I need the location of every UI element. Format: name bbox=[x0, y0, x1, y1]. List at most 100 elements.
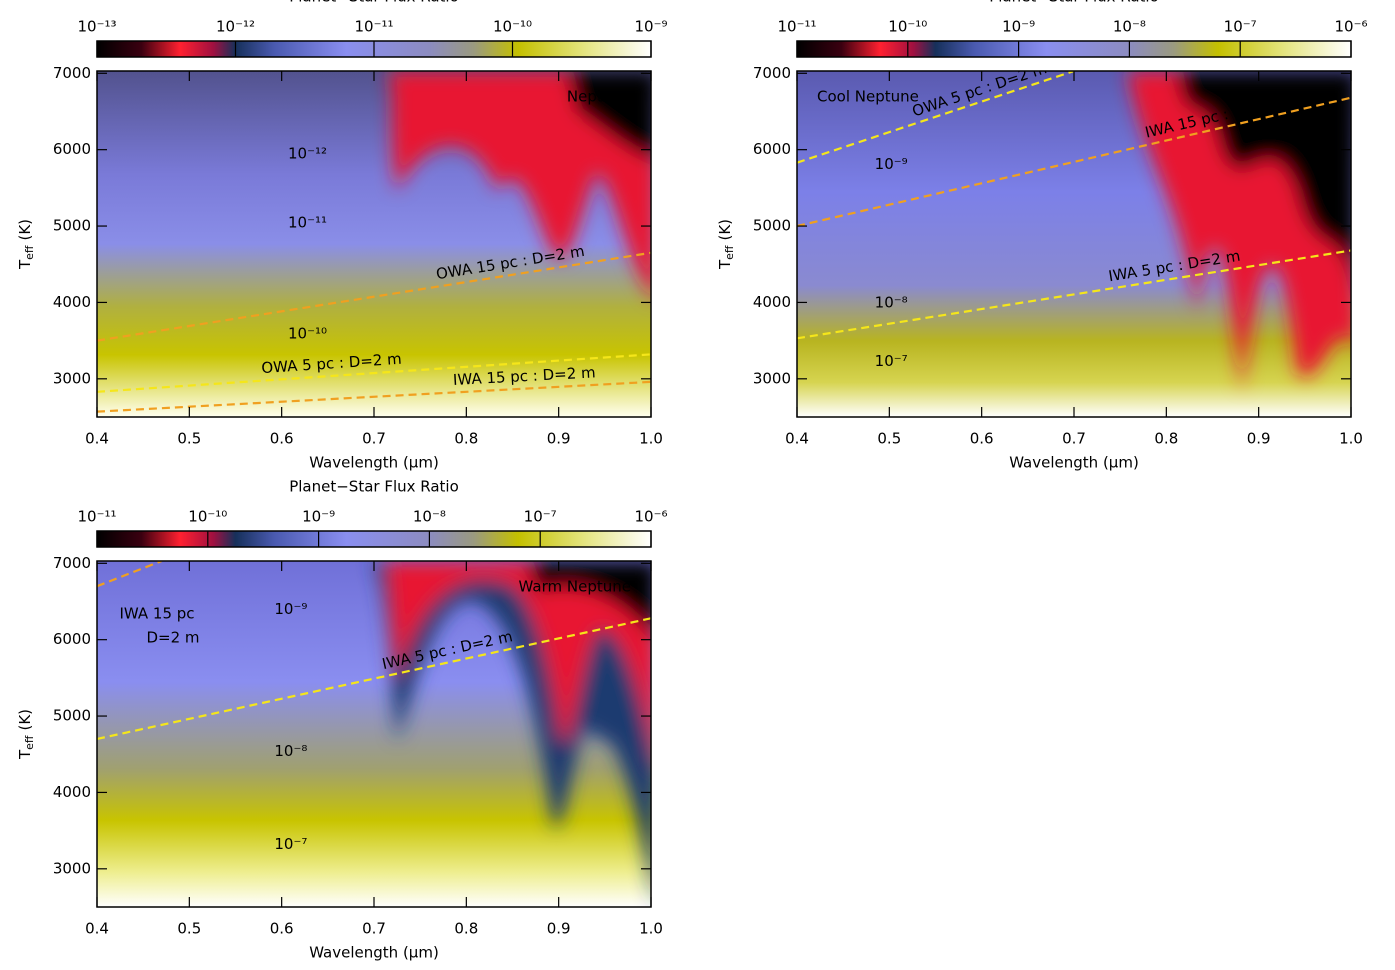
limit-line bbox=[97, 561, 163, 588]
x-tick-label: 1.0 bbox=[639, 430, 663, 448]
x-tick-label: 0.4 bbox=[85, 430, 109, 448]
x-tick-label: 0.9 bbox=[547, 920, 571, 938]
x-tick-label: 0.5 bbox=[177, 920, 201, 938]
x-tick-label: 0.6 bbox=[970, 430, 994, 448]
colorbar-tick-label: 10⁻⁶ bbox=[634, 508, 667, 526]
limit-line bbox=[797, 96, 1351, 228]
heatmap-features bbox=[372, 561, 651, 882]
panel-label: Neptune bbox=[567, 88, 631, 106]
panel: Planet−Star Flux Ratio 10⁻¹³ 10⁻¹² 10⁻¹¹ 10⁻… bbox=[16, 0, 668, 472]
limit-line bbox=[97, 251, 651, 342]
y-tick-label: 6000 bbox=[53, 140, 91, 158]
y-tick-label: 5000 bbox=[53, 707, 91, 725]
x-tick-label: 0.7 bbox=[362, 920, 386, 938]
contour-label: 10⁻⁷ bbox=[875, 352, 908, 370]
y-axis-label: Teff (K) bbox=[716, 219, 737, 270]
colorbar-tick-label: 10⁻¹⁰ bbox=[888, 18, 927, 36]
y-axis-label-unit: (K) bbox=[16, 709, 34, 731]
x-axis-label: Wavelength (μm) bbox=[309, 454, 439, 472]
y-axis-label-main: T bbox=[16, 259, 34, 270]
contour-label: 10⁻¹² bbox=[288, 145, 327, 163]
heatmap-region bbox=[567, 71, 651, 159]
y-axis-label-unit: (K) bbox=[716, 219, 734, 241]
y-tick-label: 6000 bbox=[53, 630, 91, 648]
x-tick-label: 0.8 bbox=[454, 920, 478, 938]
y-tick-label: 6000 bbox=[753, 140, 791, 158]
colorbar-tick-label: 10⁻⁹ bbox=[1002, 18, 1035, 36]
x-tick-label: 0.4 bbox=[785, 430, 809, 448]
y-tick-label: 4000 bbox=[53, 293, 91, 311]
y-axis-label-sub: eff bbox=[23, 735, 36, 750]
x-tick-label: 1.0 bbox=[1339, 430, 1363, 448]
x-tick-label: 0.4 bbox=[85, 920, 109, 938]
limit-line bbox=[97, 353, 651, 393]
x-tick-label: 0.9 bbox=[547, 430, 571, 448]
x-tick-label: 0.8 bbox=[1154, 430, 1178, 448]
colorbar-tick-label: 10⁻¹² bbox=[216, 18, 255, 36]
y-tick-label: 7000 bbox=[53, 554, 91, 572]
colorbar-tick-label: 10⁻¹¹ bbox=[77, 508, 116, 526]
colorbar-tick-label: 10⁻⁹ bbox=[302, 508, 335, 526]
heatmap-features bbox=[387, 71, 651, 294]
limit-line bbox=[797, 71, 1075, 164]
x-tick-label: 0.6 bbox=[270, 920, 294, 938]
colorbar-tick-label: 10⁻⁷ bbox=[524, 508, 557, 526]
colorbar-tick-label: 10⁻⁸ bbox=[413, 508, 446, 526]
y-axis-label-main: T bbox=[716, 259, 734, 270]
heatmap-region bbox=[1177, 71, 1351, 274]
colorbar-tick-label: 10⁻¹⁰ bbox=[188, 508, 227, 526]
colorbar-tick-label: 10⁻¹¹ bbox=[354, 18, 393, 36]
colorbar-title: Planet−Star Flux Ratio bbox=[989, 0, 1159, 6]
y-axis-label: Teff (K) bbox=[16, 219, 37, 270]
y-axis-label-main: T bbox=[16, 749, 34, 760]
limit-line bbox=[797, 249, 1351, 340]
panel-label: Warm Neptune bbox=[519, 578, 631, 596]
limit-line bbox=[97, 617, 651, 741]
line-label: D=2 m bbox=[146, 629, 199, 647]
x-tick-label: 0.7 bbox=[1062, 430, 1086, 448]
plot-area: IWA 15 pcD=2 m IWA 5 pc : D=2 m10⁻⁹10⁻⁸10… bbox=[97, 561, 651, 907]
colorbar-tick-label: 10⁻¹¹ bbox=[777, 18, 816, 36]
colorbar bbox=[96, 530, 652, 548]
contour-label: 10⁻⁸ bbox=[274, 742, 307, 760]
y-tick-label: 3000 bbox=[753, 369, 791, 387]
colorbar-tick-label: 10⁻⁶ bbox=[1334, 18, 1367, 36]
y-axis-label-unit: (K) bbox=[16, 219, 34, 241]
x-tick-label: 0.5 bbox=[177, 430, 201, 448]
contour-label: 10⁻⁹ bbox=[274, 600, 307, 618]
x-axis-label: Wavelength (μm) bbox=[309, 944, 439, 962]
x-tick-label: 0.7 bbox=[362, 430, 386, 448]
colorbar-tick-label: 10⁻¹⁰ bbox=[493, 18, 532, 36]
contour-label: 10⁻¹¹ bbox=[288, 214, 327, 232]
y-axis-label: Teff (K) bbox=[16, 709, 37, 760]
contour-label: 10⁻⁹ bbox=[875, 155, 908, 173]
colorbar-tick-label: 10⁻¹³ bbox=[77, 18, 116, 36]
colorbar-title: Planet−Star Flux Ratio bbox=[289, 478, 459, 496]
y-tick-label: 4000 bbox=[53, 783, 91, 801]
y-tick-label: 3000 bbox=[53, 859, 91, 877]
x-tick-label: 0.9 bbox=[1247, 430, 1271, 448]
colorbar-tick-label: 10⁻⁸ bbox=[1113, 18, 1146, 36]
line-label: IWA 15 pc bbox=[119, 605, 194, 623]
colorbar-tick-label: 10⁻⁹ bbox=[634, 18, 667, 36]
heatmap-region bbox=[527, 561, 651, 634]
x-tick-label: 0.6 bbox=[270, 430, 294, 448]
panel: Planet−Star Flux Ratio 10⁻¹¹ 10⁻¹⁰ 10⁻⁹ 10⁻⁸… bbox=[16, 478, 668, 962]
colorbar-tick-label: 10⁻⁷ bbox=[1224, 18, 1257, 36]
x-tick-label: 1.0 bbox=[639, 920, 663, 938]
x-axis-label: Wavelength (μm) bbox=[1009, 454, 1139, 472]
limit-line bbox=[97, 380, 651, 413]
panel-label: Cool Neptune bbox=[817, 88, 919, 106]
heatmap-features bbox=[1087, 71, 1351, 391]
y-tick-label: 5000 bbox=[753, 217, 791, 235]
heatmap-region bbox=[387, 71, 651, 294]
contour-label: 10⁻⁷ bbox=[274, 835, 307, 853]
y-axis-label-sub: eff bbox=[23, 245, 36, 260]
panel: Planet−Star Flux Ratio 10⁻¹¹ 10⁻¹⁰ 10⁻⁹ 10⁻⁸… bbox=[716, 0, 1368, 472]
y-tick-label: 7000 bbox=[753, 64, 791, 82]
heatmap-region bbox=[387, 561, 651, 743]
y-tick-label: 5000 bbox=[53, 217, 91, 235]
